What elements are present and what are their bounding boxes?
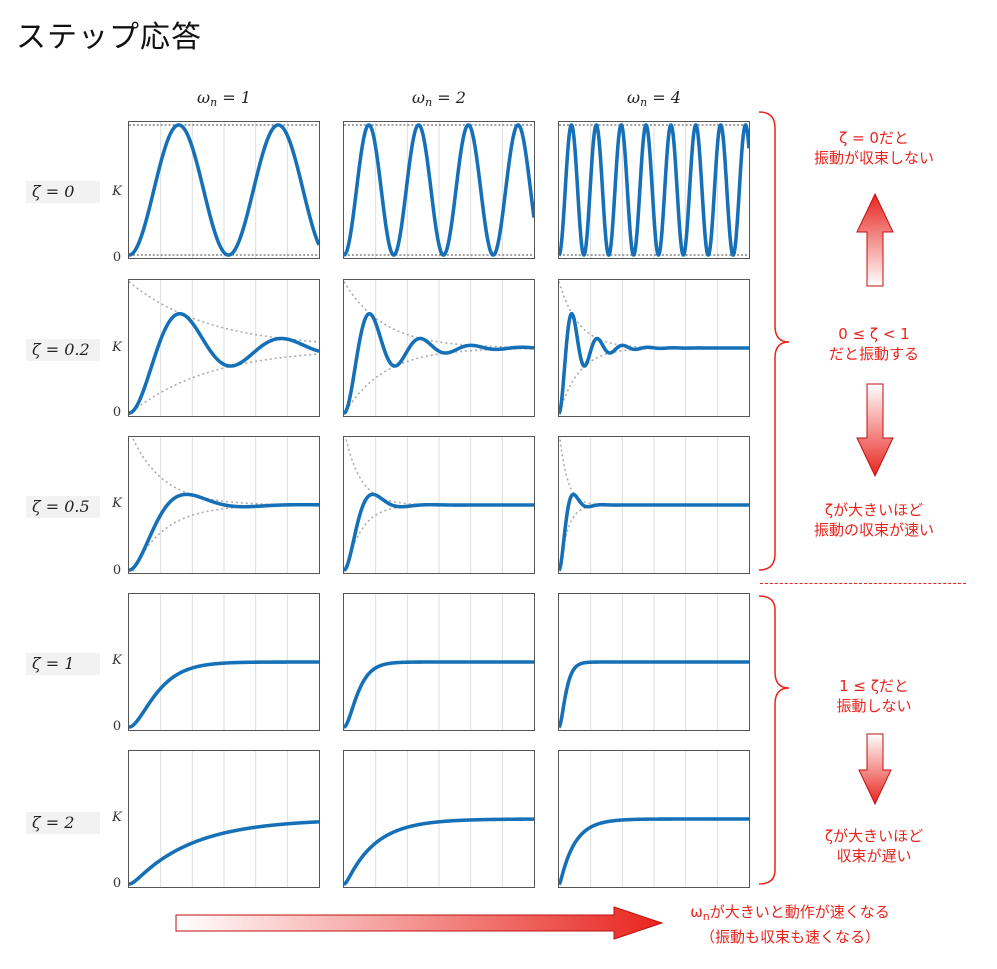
note-overdamped: 1 ≤ ζだと 振動しない [774,676,974,716]
step-response-curve [129,311,319,415]
step-response-curve [344,123,534,257]
step-response-curve [129,123,319,257]
y-label-zero: 0 [112,563,122,578]
row-label-zeta-0-5: ζ = 0.5 [26,496,100,518]
step-response-plot [128,121,320,259]
note-line: ωnが大きいと動作が速くなる [690,903,890,923]
plot-svg [129,594,319,730]
note-line: （振動も収束も速くなる） [699,928,880,946]
step-response-plot [558,279,750,417]
plot-svg [129,751,319,887]
step-response-curve [559,817,749,886]
arrow-down-icon [858,733,892,806]
step-response-curve [129,492,319,572]
y-label-k: K [112,340,122,355]
note-big-zeta-slow: ζが大きいほど 収束が遅い [774,826,974,866]
step-response-plot [128,436,320,574]
row-label-zeta-0: ζ = 0 [26,181,100,203]
step-response-curve [129,660,319,729]
plot-svg [344,594,534,730]
step-response-curve [344,311,534,415]
plot-svg [344,751,534,887]
step-response-plot [343,436,535,574]
plot-svg [559,122,749,258]
note-line: 0 ≤ ζ < 1 [838,325,910,343]
note-line: 1 ≤ ζだと [839,677,909,695]
bracket-oscillating [758,111,790,571]
step-response-plot [558,121,750,259]
page-title: ステップ応答 [16,20,202,55]
plot-svg [559,280,749,416]
step-response-curve [344,492,534,572]
column-header-wn2: ωn = 2 [412,88,466,109]
y-label-k: K [112,496,122,511]
column-header-wn1: ωn = 1 [197,88,251,109]
plot-svg [559,751,749,887]
step-response-plot [128,593,320,731]
step-response-curve [344,660,534,729]
step-response-plot [558,750,750,888]
plot-svg [344,122,534,258]
step-response-plot [558,436,750,574]
note-wn: ωnが大きいと動作が速くなる （振動も収束も速くなる） [660,902,920,947]
note-underdamped: 0 ≤ ζ < 1 だと振動する [774,324,974,364]
step-response-curve [344,817,534,886]
plot-svg [129,437,319,573]
step-response-plot [558,593,750,731]
y-label-zero: 0 [112,719,122,734]
note-line: ζが大きいほど [824,827,924,845]
step-response-plot [343,121,535,259]
step-response-curve [559,311,749,415]
y-label-k: K [112,810,122,825]
step-response-plot [343,750,535,888]
step-response-curve [559,660,749,729]
step-response-plot [343,593,535,731]
row-label-zeta-0-2: ζ = 0.2 [26,339,100,361]
step-response-plot [343,279,535,417]
note-line: ζが大きいほど [824,501,924,519]
y-label-k: K [112,184,122,199]
y-label-zero: 0 [112,250,122,265]
y-label-zero: 0 [112,405,122,420]
row-label-zeta-2: ζ = 2 [26,812,100,834]
step-response-curve [559,123,749,257]
note-line: 振動しない [836,697,912,715]
note-line: だと振動する [828,345,919,363]
step-response-plot [128,750,320,888]
arrow-right-icon [175,906,664,940]
note-line: ζ = 0だと [839,129,909,147]
arrow-down-icon [856,383,894,478]
separator-line [760,583,966,584]
step-response-curve [129,820,319,886]
plot-svg [344,437,534,573]
bracket-group [758,111,790,885]
note-line: 振動の収束が速い [813,521,934,539]
plot-svg [559,437,749,573]
plot-svg [344,280,534,416]
bracket-non-oscillating [758,595,790,885]
note-line: 振動が収束しない [813,149,934,167]
step-response-plot [128,279,320,417]
note-big-zeta-fast: ζが大きいほど 振動の収束が速い [774,500,974,540]
y-label-k: K [112,653,122,668]
column-header-wn4: ωn = 4 [627,88,681,109]
row-label-zeta-1: ζ = 1 [26,653,100,675]
step-response-curve [559,492,749,572]
plot-svg [559,594,749,730]
plot-svg [129,280,319,416]
y-label-zero: 0 [112,876,122,891]
note-line: 収束が遅い [836,847,912,865]
plot-svg [129,122,319,258]
arrow-up-icon [856,192,894,287]
note-zeta-zero: ζ = 0だと 振動が収束しない [774,128,974,168]
